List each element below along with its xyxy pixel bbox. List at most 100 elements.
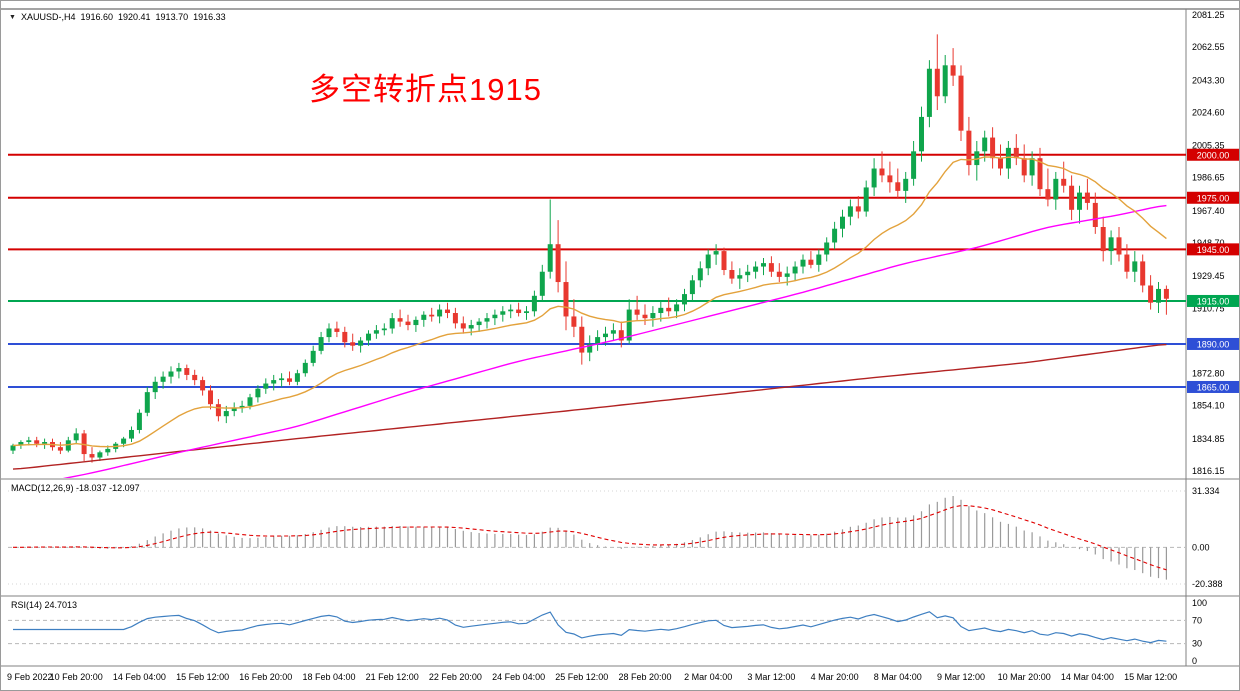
candle-body bbox=[689, 280, 695, 295]
moving-averages-layer bbox=[12, 156, 1167, 478]
candle-body bbox=[1013, 147, 1019, 159]
candle-body bbox=[215, 404, 221, 417]
rsi-tick-label: 30 bbox=[1192, 639, 1202, 649]
price-tick-label: 2081.25 bbox=[1192, 10, 1225, 20]
candle-body bbox=[358, 340, 364, 346]
candle-body bbox=[460, 323, 466, 329]
candle-body bbox=[832, 228, 838, 243]
price-level-badge-1865.00[interactable] bbox=[1187, 380, 1239, 393]
candle-body bbox=[231, 407, 237, 412]
candle-body bbox=[1084, 192, 1090, 203]
candle-body bbox=[1053, 178, 1059, 200]
candle-body bbox=[484, 318, 490, 322]
chart-annotation[interactable]: 多空转折点1915 bbox=[309, 72, 542, 107]
price-tick-label: 1967.40 bbox=[1192, 206, 1225, 216]
candle-body bbox=[911, 151, 917, 179]
time-tick-label: 10 Feb 20:00 bbox=[50, 672, 103, 682]
price-tick-label: 1910.75 bbox=[1192, 303, 1225, 313]
candle-body bbox=[334, 328, 340, 332]
candle-body bbox=[776, 271, 782, 277]
rsi-value: 24.7013 bbox=[44, 600, 78, 610]
price-level-label: 1975.00 bbox=[1197, 193, 1230, 203]
candle-body bbox=[326, 328, 332, 338]
candle-body bbox=[998, 158, 1003, 169]
time-tick-label: 2 Mar 04:00 bbox=[684, 672, 732, 682]
macd-tick-label: 0.00 bbox=[1192, 542, 1210, 552]
macd-layer bbox=[8, 490, 1185, 585]
candle-body bbox=[366, 333, 371, 341]
rsi-line bbox=[13, 611, 1167, 644]
candle-body bbox=[658, 307, 664, 314]
candle-body bbox=[903, 178, 909, 191]
slow-ma-line bbox=[12, 343, 1167, 470]
macd-tick-label: 31.334 bbox=[1192, 486, 1220, 496]
candle-body bbox=[1005, 147, 1011, 169]
price-level-label: 1865.00 bbox=[1197, 382, 1230, 392]
candle-body bbox=[847, 206, 853, 217]
candle-body bbox=[705, 254, 711, 269]
candle-body bbox=[587, 343, 593, 353]
candle-body bbox=[524, 311, 529, 314]
candle-body bbox=[792, 266, 798, 274]
candle-body bbox=[516, 309, 522, 314]
candle-body bbox=[271, 380, 277, 384]
candle-body bbox=[508, 309, 514, 312]
candle-body bbox=[57, 447, 63, 451]
candle-body bbox=[476, 321, 482, 326]
macd-name: MACD(12,26,9) bbox=[11, 483, 74, 493]
macd-label: MACD(12,26,9) -18.037 -12.097 bbox=[11, 483, 140, 493]
candle-body bbox=[381, 328, 387, 331]
candle-body bbox=[642, 314, 648, 319]
price-level-badge-2000.00[interactable] bbox=[1187, 148, 1239, 161]
candle-body bbox=[492, 314, 498, 319]
candle-body bbox=[879, 168, 885, 176]
candle-body bbox=[840, 216, 845, 229]
time-tick-label: 10 Mar 20:00 bbox=[998, 672, 1051, 682]
candle-body bbox=[674, 304, 680, 312]
time-tick-label: 9 Feb 2022 bbox=[7, 672, 53, 682]
price-level-label: 2000.00 bbox=[1197, 150, 1230, 160]
candle-body bbox=[500, 311, 506, 315]
candle-body bbox=[768, 263, 774, 272]
expand-toggle-icon[interactable]: ▼ bbox=[9, 13, 16, 21]
candle-body bbox=[160, 376, 166, 382]
time-tick-label: 18 Feb 04:00 bbox=[302, 672, 355, 682]
candle-body bbox=[1116, 237, 1122, 255]
ohlc-high: 1920.41 bbox=[118, 12, 151, 22]
price-level-label: 1915.00 bbox=[1197, 296, 1230, 306]
candle-body bbox=[966, 130, 972, 166]
time-tick-label: 9 Mar 12:00 bbox=[937, 672, 985, 682]
candle-body bbox=[595, 337, 601, 344]
time-tick-label: 22 Feb 20:00 bbox=[429, 672, 482, 682]
candle-body bbox=[176, 368, 182, 372]
time-tick-label: 14 Mar 04:00 bbox=[1061, 672, 1114, 682]
time-tick-label: 24 Feb 04:00 bbox=[492, 672, 545, 682]
price-level-badge-1890.00[interactable] bbox=[1187, 337, 1239, 350]
candle-body bbox=[800, 259, 806, 267]
time-tick-label: 15 Mar 12:00 bbox=[1124, 672, 1177, 682]
price-tick-label: 1986.65 bbox=[1192, 173, 1225, 183]
price-level-badge-1975.00[interactable] bbox=[1187, 191, 1239, 204]
candle-body bbox=[626, 309, 632, 341]
candle-body bbox=[26, 440, 32, 443]
candle-body bbox=[721, 251, 727, 271]
candle-body bbox=[42, 442, 48, 444]
candle-body bbox=[531, 295, 537, 312]
time-tick-label: 16 Feb 20:00 bbox=[239, 672, 292, 682]
candle-body bbox=[761, 263, 766, 267]
candle-body bbox=[547, 244, 553, 272]
candle-body bbox=[144, 392, 150, 413]
candle-body bbox=[1108, 237, 1114, 252]
candle-body bbox=[919, 116, 924, 152]
candle-body bbox=[247, 397, 253, 406]
candle-body bbox=[990, 137, 996, 159]
candle-body bbox=[105, 448, 111, 453]
price-level-badge-1945.00[interactable] bbox=[1187, 243, 1239, 256]
candle-body bbox=[539, 271, 545, 296]
candle-body bbox=[73, 433, 79, 441]
price-level-badge-1915.00[interactable] bbox=[1187, 294, 1239, 307]
candle-body bbox=[682, 294, 687, 305]
price-level-label: 1890.00 bbox=[1197, 339, 1230, 349]
